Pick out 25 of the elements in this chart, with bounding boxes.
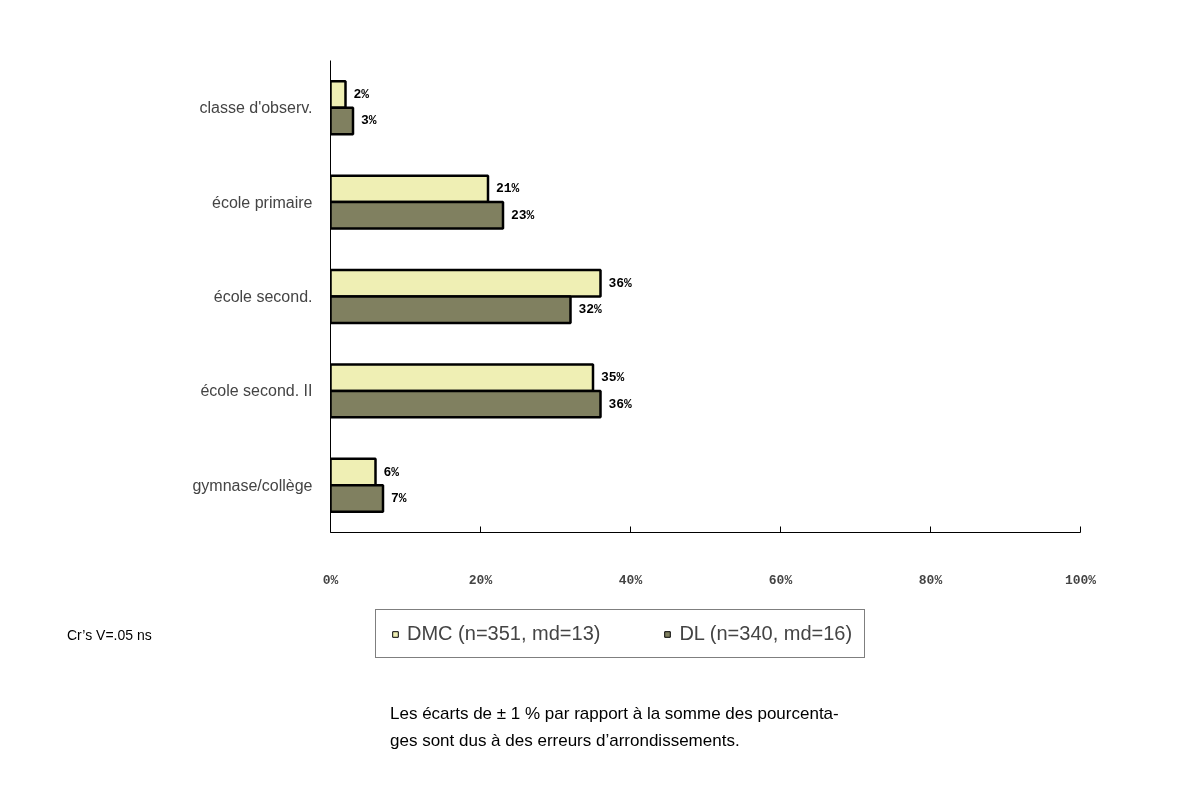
y-tick-label: école second. — [213, 288, 313, 305]
data-label: 35% — [601, 370, 625, 386]
x-tick-label: 100% — [1064, 572, 1097, 588]
x-tick-label: 0% — [322, 572, 339, 588]
data-label: 32% — [578, 302, 603, 318]
legend-label: DMC (n=351, md=13) — [407, 622, 601, 645]
y-tick-label: gymnase/collège — [192, 476, 313, 494]
x-tick-label: 40% — [618, 572, 643, 588]
data-label: 36% — [608, 275, 633, 291]
y-tick-label: classe d'observ. — [199, 99, 313, 117]
data-label: 3% — [361, 113, 377, 129]
legend-label: DL (n=340, md=16) — [679, 622, 853, 645]
text: Les écarts de ± 1 % par rapport à la somme des pourcenta- ges sont dus à des erreurs d’arrondissements. — [390, 703, 839, 753]
data-label: 7% — [391, 491, 407, 507]
data-label: 23% — [511, 207, 535, 223]
data-label: 21% — [496, 181, 520, 197]
y-tick-label: école second. II — [200, 382, 313, 400]
text: Cr’s V=.05 ns — [67, 626, 152, 645]
data-label: 2% — [353, 86, 370, 102]
x-tick-label: 60% — [768, 572, 793, 588]
x-tick-label: 80% — [918, 572, 943, 588]
data-label: 36% — [608, 396, 633, 412]
y-tick-label: école primaire — [212, 193, 313, 211]
x-tick-label: 20% — [468, 572, 493, 588]
data-label: 6% — [383, 464, 400, 480]
